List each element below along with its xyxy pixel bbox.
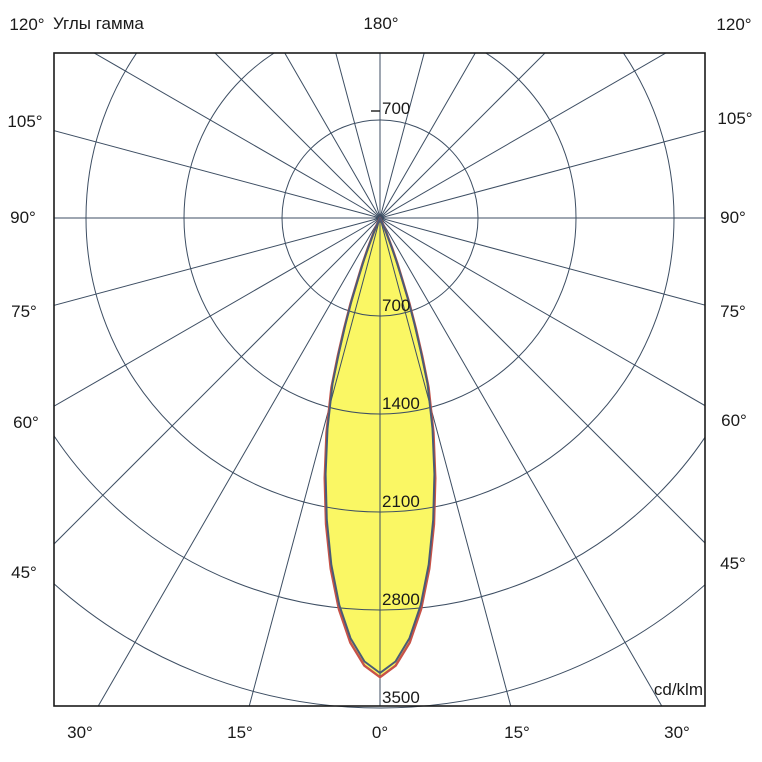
gamma-label-right-120°: 120° <box>716 15 751 34</box>
grid-radial-330 <box>97 217 381 706</box>
grid-circle-3500 <box>54 582 705 709</box>
unit-label: cd/klm <box>653 680 703 699</box>
grid-radial-30 <box>379 217 663 706</box>
chart-title: Углы гамма <box>53 14 144 33</box>
gamma-label-bottom-1-15°: 15° <box>227 723 253 742</box>
grid-radial-45 <box>379 217 705 544</box>
grid-radial-105 <box>379 130 705 219</box>
grid-radial-300 <box>54 217 381 407</box>
gamma-label-right-60°: 60° <box>721 411 747 430</box>
gamma-label-right-75°: 75° <box>720 302 746 321</box>
intensity-curve-dark <box>324 217 436 674</box>
plot-border <box>53 52 706 707</box>
gamma-label-right-105°: 105° <box>717 109 752 128</box>
grid-radial-240 <box>93 53 381 219</box>
gamma-label-right-90°: 90° <box>720 208 746 227</box>
grid-radial-165 <box>379 53 425 219</box>
ring-label-700: 700 <box>382 296 410 315</box>
gamma-label-left-75°: 75° <box>11 302 37 321</box>
ring-label-3500: 3500 <box>382 688 420 707</box>
grid-radial-135 <box>379 53 546 219</box>
grid-radial-75 <box>379 217 705 306</box>
grid-radial-225 <box>214 53 381 219</box>
gamma-label-left-105°: 105° <box>7 112 42 131</box>
gamma-label-right-45°: 45° <box>720 554 746 573</box>
ring-label-2800: 2800 <box>382 590 420 609</box>
grid-radial-255 <box>54 130 381 219</box>
gamma-label-left-120°: 120° <box>9 15 44 34</box>
grid-radial-285 <box>54 217 381 306</box>
grid-radial-120 <box>379 53 667 219</box>
grid-radial-15 <box>379 217 512 706</box>
grid-radial-60 <box>379 217 705 407</box>
gamma-label-bottom-3-15°: 15° <box>504 723 530 742</box>
grid-radial-195 <box>335 53 381 219</box>
gamma-label-left-90°: 90° <box>10 208 36 227</box>
grid-radial-345 <box>248 217 381 706</box>
grid-radial-210 <box>284 53 381 219</box>
ring-label-1400: 1400 <box>382 394 420 413</box>
grid-radial-315 <box>54 217 381 545</box>
gamma-label-bottom-4-30°: 30° <box>664 723 690 742</box>
ring-label-upper-700: 700 <box>382 99 410 118</box>
top-angle-label: 180° <box>363 14 399 33</box>
gamma-label-left-60°: 60° <box>13 413 39 432</box>
grid-radial-150 <box>379 53 476 219</box>
gamma-label-bottom-0-30°: 30° <box>67 723 93 742</box>
gamma-label-bottom-2-0°: 0° <box>372 723 388 742</box>
gamma-label-left-45°: 45° <box>11 563 37 582</box>
ring-label-2100: 2100 <box>382 492 420 511</box>
